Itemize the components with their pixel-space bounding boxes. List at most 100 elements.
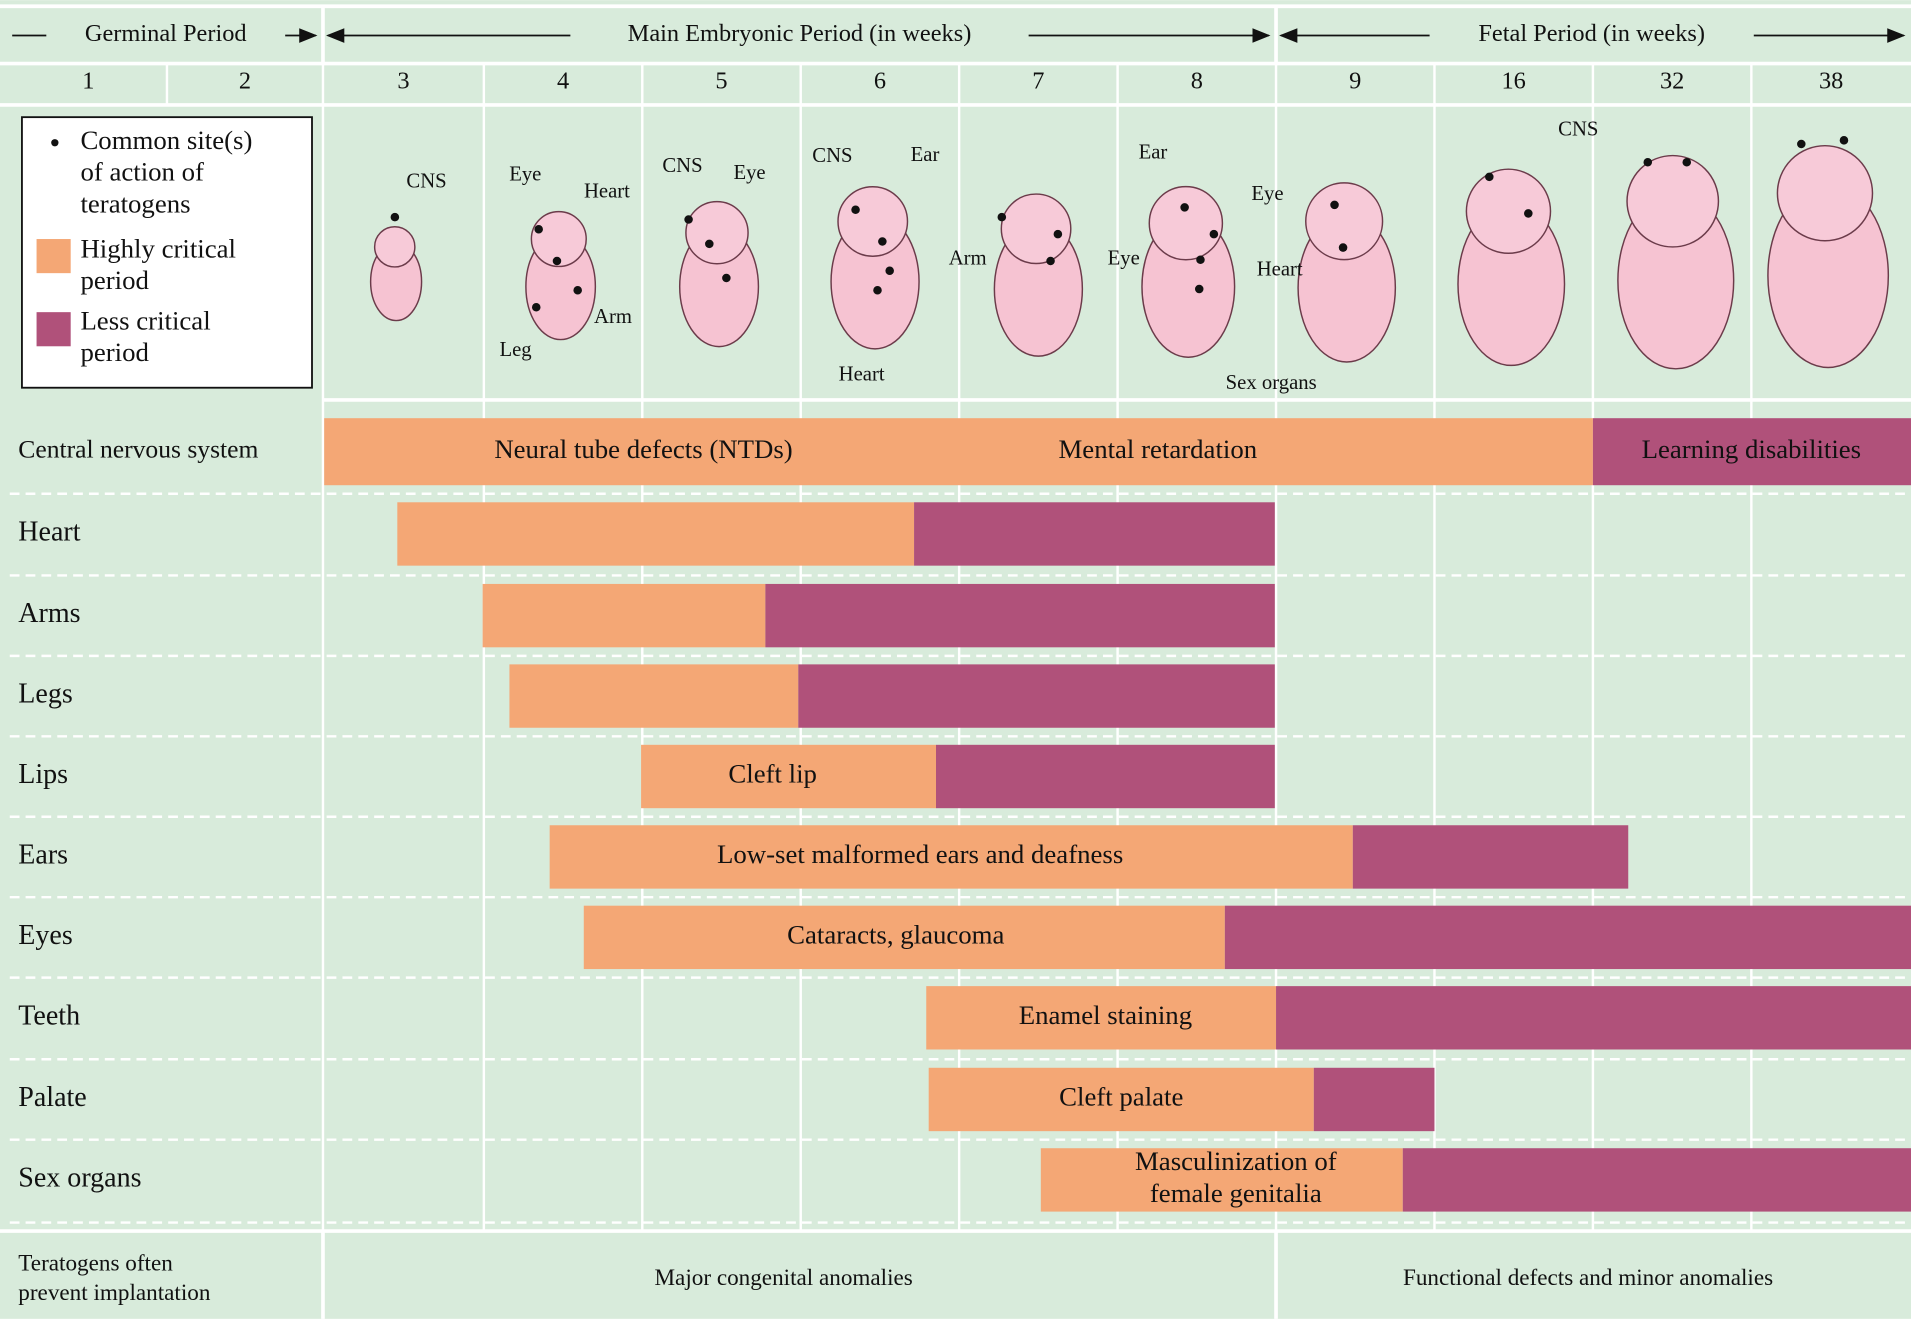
footer-text: Major congenital anomalies [654,1265,912,1291]
anatomy-label: Ear [911,144,940,166]
embryo-head [1001,194,1070,263]
week-label: 32 [1660,68,1684,95]
anatomy-label: Eye [1108,248,1140,270]
site-dot [684,215,693,224]
week-label: 9 [1349,68,1361,95]
site-dot [1339,243,1348,252]
week-label: 7 [1032,68,1044,95]
legend-dot [51,139,58,146]
less-critical-bar [1314,1068,1435,1131]
legend-swatch [37,312,71,346]
row-label: Legs [18,679,72,710]
site-dot [878,237,887,246]
defect-label: Masculinization of [1135,1146,1337,1176]
legend-text: Less critical [80,305,210,335]
legend-text: teratogens [80,188,190,218]
embryo-head [1777,146,1872,241]
site-dot [1196,255,1205,264]
row-label: Ears [18,839,68,870]
site-dot [553,257,562,266]
site-dot [998,213,1007,222]
site-dot [885,266,894,275]
anatomy-label: Eye [1251,183,1283,205]
less-critical-bar [798,664,1275,727]
less-critical-bar [1403,1148,1911,1211]
row-label: Eyes [18,920,72,951]
anatomy-label: Heart [839,363,885,385]
embryo-head [838,187,907,256]
site-dot [391,213,400,222]
site-dot [1840,136,1849,145]
site-dot [873,286,882,295]
row-label: Palate [18,1082,86,1113]
site-dot [1054,230,1063,239]
defect-label: Cleft palate [1059,1082,1183,1112]
anatomy-label: Eye [733,162,765,184]
legend-text: period [80,337,149,367]
legend-text: of action of [80,157,204,187]
week-label: 6 [874,68,886,95]
teratogen-chart: Germinal PeriodMain Embryonic Period (in… [0,0,1911,1319]
defect-label: female genitalia [1150,1178,1322,1208]
row-label: Heart [18,516,80,547]
site-dot [1797,140,1806,149]
week-label: 5 [715,68,727,95]
row-label: Arms [18,598,80,629]
row-label: Lips [18,759,68,790]
row-label: Sex organs [18,1162,141,1193]
anatomy-label: Arm [594,306,632,328]
anatomy-label: Leg [499,339,531,361]
less-critical-bar [765,584,1274,647]
site-dot [534,225,543,234]
site-dot [705,240,714,249]
site-dot [1046,257,1055,266]
anatomy-label: CNS [406,171,446,193]
highly-critical-bar [483,584,766,647]
anatomy-label: Sex organs [1226,372,1317,394]
row-label: Central nervous system [18,435,258,464]
defect-label: Low-set malformed ears and deafness [717,839,1123,869]
page: Germinal PeriodMain Embryonic Period (in… [0,0,1911,1319]
anatomy-label: CNS [662,155,702,177]
site-dot [1210,230,1219,239]
defect-label: Cleft lip [728,759,817,789]
anatomy-label: Arm [949,248,987,270]
week-label: 16 [1502,68,1526,95]
site-dot [851,206,860,215]
row-label: Teeth [18,1000,80,1031]
anatomy-label: Eye [509,163,541,185]
anatomy-label: Heart [584,180,630,202]
period-label: Fetal Period (in weeks) [1478,20,1705,47]
legend-swatch [37,239,71,273]
week-label: 2 [239,68,251,95]
site-dot [1682,158,1691,167]
defect-label: Neural tube defects (NTDs) [494,434,792,464]
legend-text: Highly critical [80,233,236,263]
site-dot [1485,173,1494,182]
week-label: 3 [397,68,409,95]
embryo-head [686,202,748,264]
site-dot [573,286,582,295]
defect-label: Enamel staining [1019,1000,1192,1030]
less-critical-bar [1353,825,1628,888]
anatomy-label: CNS [812,145,852,167]
legend-text: period [80,265,149,295]
highly-critical-bar [509,664,798,727]
site-dot [722,274,731,283]
defect-label: Learning disabilities [1642,434,1862,464]
site-dot [1330,201,1339,210]
embryo-head [1149,187,1222,260]
period-label: Main Embryonic Period (in weeks) [628,20,972,47]
week-label: 1 [82,68,94,95]
highly-critical-bar [397,502,914,565]
week-label: 38 [1819,68,1843,95]
week-label: 8 [1191,68,1203,95]
defect-label: Cataracts, glaucoma [787,920,1004,950]
week-label: 4 [557,68,569,95]
footer-text: Functional defects and minor anomalies [1403,1265,1773,1291]
site-dot [532,303,541,312]
site-dot [1643,158,1652,167]
anatomy-label: Ear [1139,141,1168,163]
embryo-head [375,227,415,267]
anatomy-label: Heart [1257,258,1303,280]
